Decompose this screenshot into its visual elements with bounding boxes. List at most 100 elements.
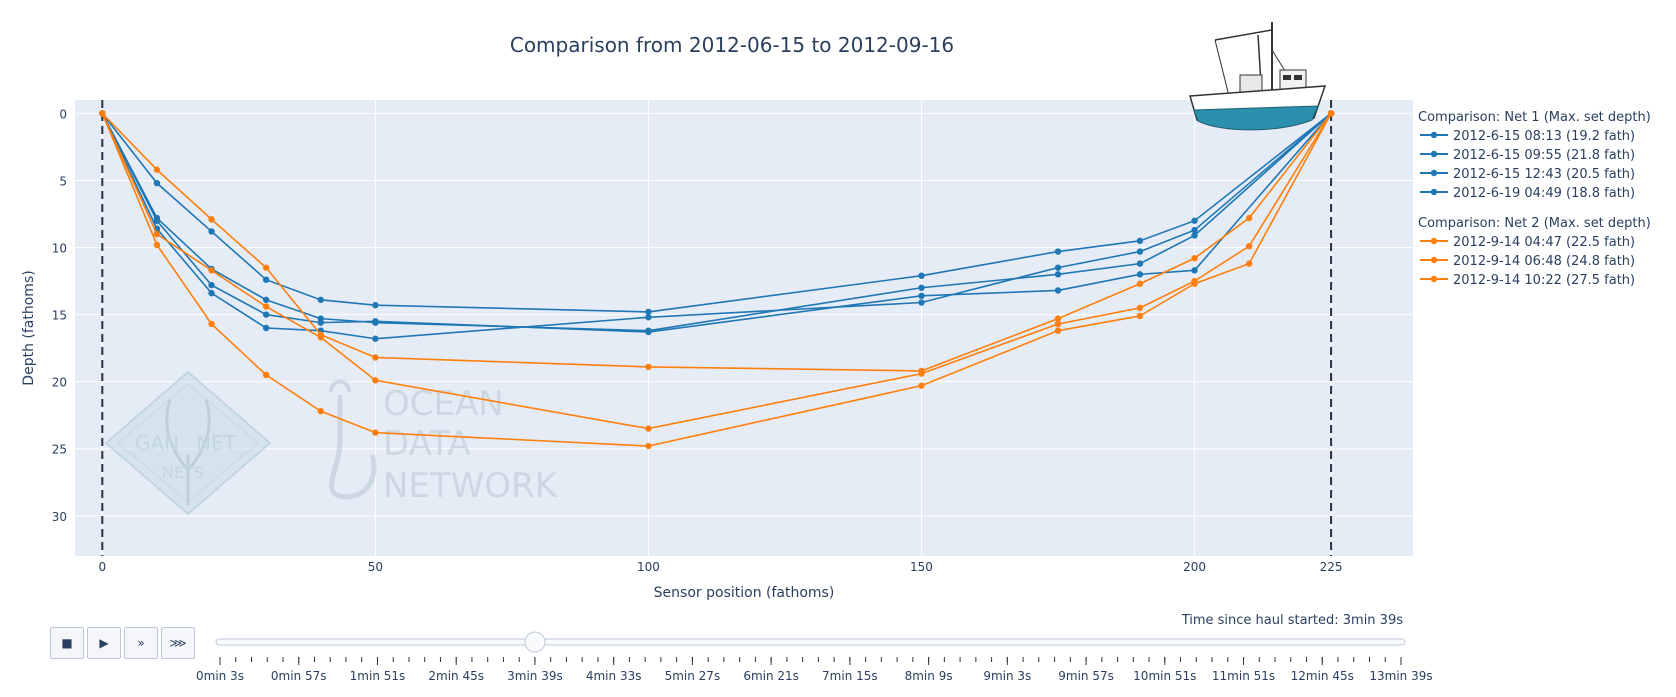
- data-point[interactable]: [918, 284, 925, 291]
- data-point[interactable]: [918, 292, 925, 300]
- series-line[interactable]: [101, 112, 1332, 340]
- slider-step-label[interactable]: 3min 39s: [507, 669, 563, 683]
- legend-item[interactable]: 2012-6-15 08:13 (19.2 fath): [1453, 129, 1635, 144]
- data-point[interactable]: [262, 264, 270, 271]
- data-point[interactable]: [1191, 217, 1198, 224]
- data-point[interactable]: [153, 217, 161, 224]
- slider-step-label[interactable]: 1min 51s: [350, 669, 406, 683]
- data-point[interactable]: [645, 328, 652, 336]
- data-point[interactable]: [262, 296, 270, 304]
- data-point[interactable]: [918, 299, 925, 306]
- data-point[interactable]: [208, 320, 215, 328]
- series-line[interactable]: [101, 112, 1332, 333]
- data-point[interactable]: [372, 429, 379, 436]
- data-point[interactable]: [1245, 260, 1253, 267]
- slider-step-label[interactable]: 10min 51s: [1133, 669, 1196, 683]
- slider-track[interactable]: [215, 638, 1406, 646]
- plot-area[interactable]: [75, 100, 1413, 556]
- slider-step-label[interactable]: 9min 57s: [1058, 669, 1114, 683]
- data-point[interactable]: [1191, 280, 1198, 287]
- data-point[interactable]: [317, 334, 324, 341]
- data-point[interactable]: [918, 370, 925, 377]
- legend-swatch-marker: [1430, 131, 1438, 139]
- slider-step-label[interactable]: 0min 3s: [196, 669, 244, 683]
- data-point[interactable]: [372, 377, 379, 384]
- data-point[interactable]: [262, 324, 270, 332]
- data-point[interactable]: [99, 110, 106, 117]
- data-point[interactable]: [153, 166, 161, 173]
- data-point[interactable]: [1136, 280, 1144, 287]
- data-point[interactable]: [208, 281, 215, 289]
- time-slider[interactable]: 0min 3s 0min 57s 1min 51s 2min 45s 3min 39s 4…: [196, 631, 1433, 683]
- slider-step-label[interactable]: 13min 39s: [1369, 669, 1432, 683]
- data-point[interactable]: [208, 228, 215, 235]
- data-point[interactable]: [1054, 315, 1062, 322]
- fast-forward-button[interactable]: »: [124, 627, 158, 659]
- data-point[interactable]: [645, 442, 652, 450]
- slider-handle[interactable]: [524, 631, 546, 653]
- legend-item[interactable]: 2012-9-14 10:22 (27.5 fath): [1453, 273, 1635, 288]
- series-line[interactable]: [101, 112, 1332, 313]
- legend-item[interactable]: 2012-9-14 06:48 (24.8 fath): [1453, 254, 1635, 269]
- data-point[interactable]: [1191, 226, 1198, 234]
- legend-item[interactable]: 2012-9-14 04:47 (22.5 fath): [1453, 235, 1635, 250]
- data-point[interactable]: [153, 230, 161, 238]
- play-button[interactable]: ▶: [87, 627, 121, 659]
- data-point[interactable]: [208, 216, 215, 223]
- data-point[interactable]: [208, 267, 215, 274]
- data-point[interactable]: [262, 371, 270, 379]
- data-point[interactable]: [262, 311, 270, 318]
- data-point[interactable]: [262, 276, 270, 283]
- data-point[interactable]: [1136, 248, 1144, 255]
- legend-item[interactable]: 2012-6-15 12:43 (20.5 fath): [1453, 167, 1635, 182]
- data-point[interactable]: [645, 363, 652, 371]
- data-point[interactable]: [1245, 242, 1253, 250]
- data-point[interactable]: [372, 302, 379, 309]
- data-point[interactable]: [645, 425, 652, 432]
- data-point[interactable]: [1327, 110, 1335, 117]
- stop-button[interactable]: ■: [50, 627, 84, 659]
- fastest-forward-button[interactable]: ⋙: [161, 627, 195, 659]
- data-point[interactable]: [317, 296, 324, 304]
- data-point[interactable]: [1054, 248, 1062, 255]
- data-point[interactable]: [1136, 304, 1144, 312]
- data-point[interactable]: [1054, 271, 1062, 278]
- data-point[interactable]: [1245, 214, 1253, 222]
- slider-step-label[interactable]: 8min 9s: [905, 669, 953, 683]
- legend-item[interactable]: 2012-6-15 09:55 (21.8 fath): [1453, 148, 1635, 163]
- data-point[interactable]: [1054, 327, 1062, 334]
- slider-step-label[interactable]: 2min 45s: [428, 669, 484, 683]
- data-point[interactable]: [1136, 260, 1144, 267]
- data-point[interactable]: [645, 314, 652, 321]
- data-point[interactable]: [372, 335, 379, 342]
- data-point[interactable]: [1136, 312, 1144, 320]
- slider-step-label[interactable]: 5min 27s: [665, 669, 721, 683]
- data-point[interactable]: [153, 241, 161, 249]
- slider-step-label[interactable]: 6min 21s: [743, 669, 799, 683]
- data-point[interactable]: [317, 319, 324, 326]
- data-point[interactable]: [1054, 264, 1062, 271]
- data-point[interactable]: [1191, 267, 1198, 274]
- data-point[interactable]: [153, 179, 161, 187]
- slider-step-label[interactable]: 12min 45s: [1291, 669, 1354, 683]
- data-point[interactable]: [317, 407, 324, 415]
- data-point[interactable]: [918, 382, 925, 389]
- data-point[interactable]: [1136, 237, 1144, 245]
- data-point[interactable]: [1191, 232, 1198, 239]
- data-point[interactable]: [1054, 287, 1062, 294]
- data-point[interactable]: [1054, 320, 1062, 328]
- slider-step-label[interactable]: 0min 57s: [271, 669, 327, 683]
- slider-step-label[interactable]: 9min 3s: [983, 669, 1031, 683]
- data-point[interactable]: [372, 318, 379, 325]
- slider-step-label[interactable]: 7min 15s: [822, 669, 878, 683]
- data-point[interactable]: [262, 303, 270, 310]
- slider-step-label[interactable]: 11min 51s: [1212, 669, 1275, 683]
- data-point[interactable]: [645, 308, 652, 316]
- slider-step-label[interactable]: 4min 33s: [586, 669, 642, 683]
- data-point[interactable]: [1136, 271, 1144, 278]
- data-point[interactable]: [208, 289, 215, 297]
- legend-item[interactable]: 2012-6-19 04:49 (18.8 fath): [1453, 186, 1635, 201]
- data-point[interactable]: [1191, 255, 1198, 262]
- data-point[interactable]: [918, 272, 925, 279]
- data-point[interactable]: [372, 354, 379, 361]
